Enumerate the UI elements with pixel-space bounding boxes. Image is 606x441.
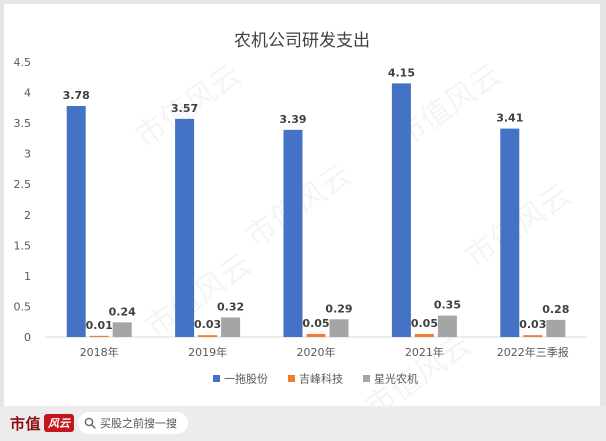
data-label: 0.03	[519, 318, 546, 331]
x-tick-label: 2022年三季报	[497, 345, 569, 359]
bar-2	[198, 335, 218, 337]
y-axis: 0 0.5 1 1.5 2 2.5 3 3.5 4 4.5	[14, 56, 32, 344]
data-label: 3.57	[171, 102, 198, 115]
bar-2	[306, 333, 326, 337]
y-tick-label: 0.5	[14, 300, 32, 313]
legend: 一拖股份 吉峰科技 星光农机	[213, 372, 418, 386]
search-icon	[84, 417, 96, 429]
data-label: 0.05	[411, 317, 438, 330]
bar-1	[283, 129, 303, 337]
data-label: 0.03	[194, 318, 221, 331]
x-tick-label: 2021年	[405, 345, 444, 359]
legend-label-1: 一拖股份	[224, 372, 268, 386]
bar-3	[437, 315, 457, 337]
bar-2	[523, 335, 543, 337]
data-label: 3.39	[279, 113, 306, 126]
chart: 农机公司研发支出 市值风云市值风云市值风云市值风云市值风云市值风云 00.511…	[14, 31, 587, 406]
data-label: 0.35	[434, 299, 461, 312]
legend-swatch-2	[288, 375, 295, 382]
footer-bar: 市值 风云 买股之前搜一搜	[0, 406, 606, 441]
chart-card: 农机公司研发支出 市值风云市值风云市值风云市值风云市值风云市值风云 00.511…	[4, 4, 600, 406]
y-tick-label: 1.5	[14, 239, 32, 252]
data-label: 0.28	[542, 303, 569, 316]
bar-1	[66, 106, 86, 337]
legend-swatch-1	[213, 375, 220, 382]
bar-2	[89, 335, 109, 337]
data-labels-layer: 3.78 0.010.24 3.57 0.03 0.32 3.39 0.05 0.29 4.15…	[63, 66, 570, 331]
data-label: 0.24	[109, 305, 136, 318]
y-tick-label: 1	[24, 270, 31, 283]
x-tick-label: 2018年	[80, 345, 119, 359]
brand-seal-text: 风云	[48, 417, 71, 430]
legend-swatch-3	[363, 375, 370, 382]
data-label: 0.32	[217, 300, 244, 313]
bar-1	[500, 128, 520, 337]
y-tick-label: 4.5	[14, 56, 32, 69]
y-tick-label: 3	[24, 148, 31, 161]
y-tick-label: 0	[24, 331, 31, 344]
watermark-text: 市值风云	[359, 327, 477, 406]
x-axis: 2018年 2019年 2020年 2021年 2022年三季报	[45, 336, 587, 359]
y-tick-label: 3.5	[14, 117, 32, 130]
bar-1	[175, 118, 195, 337]
data-label: 3.78	[63, 89, 90, 102]
x-tick-label: 2019年	[188, 345, 227, 359]
data-label: 4.15	[388, 66, 415, 79]
bars-layer	[66, 83, 566, 337]
data-label: 0.05	[302, 317, 329, 330]
y-tick-label: 4	[24, 87, 31, 100]
legend-label-2: 吉峰科技	[299, 372, 343, 386]
brand-seal: 风云	[44, 414, 75, 432]
bar-3	[546, 319, 566, 337]
y-tick-label: 2.5	[14, 178, 32, 191]
bar-3	[112, 322, 132, 337]
data-label: 0.29	[325, 302, 352, 315]
bar-3	[329, 319, 349, 337]
x-tick-label: 2020年	[297, 345, 336, 359]
data-label: 3.41	[496, 112, 523, 125]
bar-1	[391, 83, 411, 337]
bar-3	[221, 317, 241, 337]
brand-logo[interactable]: 市值 风云	[10, 412, 75, 434]
search-placeholder: 买股之前搜一搜	[100, 417, 177, 430]
legend-label-3: 星光农机	[374, 372, 418, 386]
brand-name: 市值	[10, 414, 42, 433]
chart-title: 农机公司研发支出	[234, 31, 370, 51]
bar-2	[414, 333, 434, 337]
data-label: 0.01	[86, 319, 113, 332]
search-box[interactable]: 买股之前搜一搜	[78, 412, 188, 434]
y-tick-label: 2	[24, 209, 31, 222]
